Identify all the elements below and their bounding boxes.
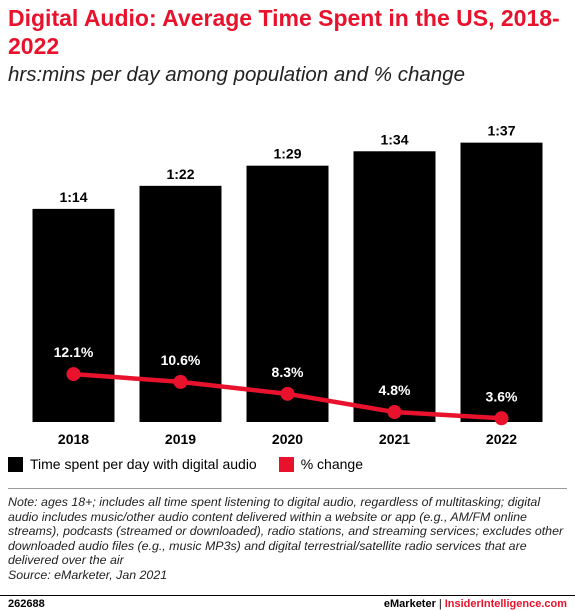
- pct-point-2020: [280, 386, 295, 401]
- pct-label-2018: 12.1%: [54, 344, 94, 360]
- x-tick-2018: 2018: [58, 431, 89, 447]
- legend-label-pct-change: % change: [300, 456, 363, 472]
- pct-label-2022: 3.6%: [486, 388, 518, 404]
- bar-labels-group: 1:14 1:22 1:29 1:34 1:37: [59, 123, 515, 205]
- bar-2018: [32, 208, 115, 422]
- bar-label-2019: 1:22: [166, 166, 194, 182]
- footer-chart-id: 262688: [8, 598, 45, 610]
- pct-point-2021: [387, 405, 402, 420]
- legend-swatch-black: [8, 456, 23, 472]
- legend-item-pct-change: % change: [278, 456, 363, 472]
- bars-group: [32, 142, 543, 422]
- bar-label-2022: 1:37: [487, 123, 515, 139]
- legend-swatch-red: [278, 456, 294, 472]
- pct-labels-group: 12.1% 10.6% 8.3% 4.8% 3.6%: [54, 344, 518, 404]
- x-tick-labels-group: 2018 2019 2020 2021 2022: [58, 431, 517, 447]
- note-text: Note: ages 18+; includes all time spent …: [8, 495, 564, 568]
- footer-brand: eMarketer | InsiderIntelligence.com: [384, 598, 567, 610]
- x-tick-2022: 2022: [486, 431, 517, 447]
- footer-site: InsiderIntelligence.com: [444, 598, 567, 610]
- chart-area: 1:14 1:22 1:29 1:34 1:37 12.1% 10.6% 8.3% 4.8% 3…: [32, 123, 543, 447]
- pct-label-2021: 4.8%: [379, 382, 411, 398]
- legend-label-time-spent: Time spent per day with digital audio: [30, 456, 257, 472]
- pct-label-2020: 8.3%: [272, 364, 304, 380]
- footer-brand-emarketer: eMarketer: [383, 598, 436, 610]
- bar-label-2018: 1:14: [59, 189, 87, 205]
- bar-label-2020: 1:29: [273, 146, 301, 162]
- chart-subtitle: hrs:mins per day among population and % …: [8, 63, 465, 86]
- bar-label-2021: 1:34: [380, 131, 408, 147]
- pct-point-2022: [494, 411, 509, 426]
- chart-title: Digital Audio: Average Time Spent in the…: [8, 5, 560, 59]
- x-tick-2021: 2021: [379, 431, 410, 447]
- pct-label-2019: 10.6%: [161, 352, 201, 368]
- x-tick-2020: 2020: [272, 431, 303, 447]
- note-divider: [8, 488, 567, 489]
- pct-point-2019: [173, 374, 188, 389]
- bar-2022: [460, 142, 543, 422]
- pct-point-2018: [66, 367, 81, 382]
- bar-2021: [353, 151, 436, 422]
- legend: Time spent per day with digital audio % …: [8, 456, 385, 472]
- bar-2020: [246, 165, 329, 422]
- chart-note: Note: ages 18+; includes all time spent …: [8, 495, 568, 583]
- source-text: Source: eMarketer, Jan 2021: [8, 567, 168, 582]
- footer-rule: [0, 595, 575, 596]
- x-tick-2019: 2019: [165, 431, 196, 447]
- footer-separator: |: [438, 598, 442, 610]
- line-group: [66, 367, 509, 426]
- legend-item-time-spent: Time spent per day with digital audio: [8, 456, 257, 472]
